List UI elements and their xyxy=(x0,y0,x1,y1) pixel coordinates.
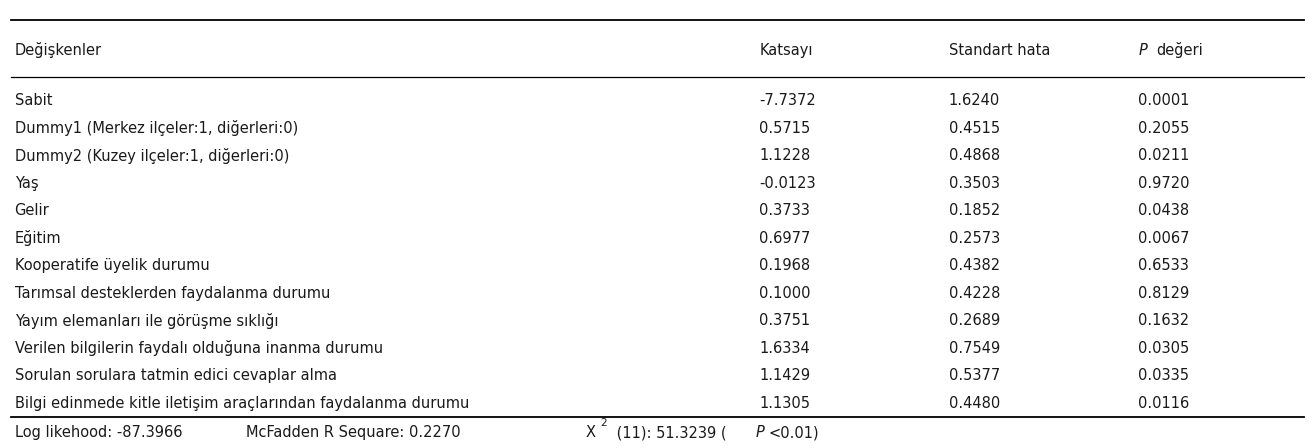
Text: 0.4868: 0.4868 xyxy=(949,148,999,164)
Text: 1.6334: 1.6334 xyxy=(760,341,810,356)
Text: Katsayı: Katsayı xyxy=(760,43,813,58)
Text: 0.3733: 0.3733 xyxy=(760,203,810,218)
Text: Log likehood: -87.3966: Log likehood: -87.3966 xyxy=(14,425,181,440)
Text: 0.5377: 0.5377 xyxy=(949,368,1001,383)
Text: Standart hata: Standart hata xyxy=(949,43,1051,58)
Text: 0.2573: 0.2573 xyxy=(949,231,1001,246)
Text: 0.3503: 0.3503 xyxy=(949,176,999,191)
Text: (11): 51.3239 (: (11): 51.3239 ( xyxy=(611,425,726,440)
Text: Dummy2 (Kuzey ilçeler:1, diğerleri:0): Dummy2 (Kuzey ilçeler:1, diğerleri:0) xyxy=(14,148,289,164)
Text: 1.6240: 1.6240 xyxy=(949,93,1001,108)
Text: Değişkenler: Değişkenler xyxy=(14,42,101,58)
Text: 0.0305: 0.0305 xyxy=(1139,341,1190,356)
Text: 0.6977: 0.6977 xyxy=(760,231,811,246)
Text: 0.4228: 0.4228 xyxy=(949,286,1001,301)
Text: X: X xyxy=(585,425,596,440)
Text: değeri: değeri xyxy=(1157,42,1203,58)
Text: 0.1852: 0.1852 xyxy=(949,203,1001,218)
Text: 0.4515: 0.4515 xyxy=(949,121,999,136)
Text: Kooperatife üyelik durumu: Kooperatife üyelik durumu xyxy=(14,258,209,273)
Text: 0.3751: 0.3751 xyxy=(760,313,810,328)
Text: 0.2055: 0.2055 xyxy=(1139,121,1190,136)
Text: Dummy1 (Merkez ilçeler:1, diğerleri:0): Dummy1 (Merkez ilçeler:1, diğerleri:0) xyxy=(14,121,299,136)
Text: 0.7549: 0.7549 xyxy=(949,341,1001,356)
Text: 0.4480: 0.4480 xyxy=(949,396,1001,411)
Text: 0.9720: 0.9720 xyxy=(1139,176,1190,191)
Text: P: P xyxy=(756,425,764,440)
Text: 0.0211: 0.0211 xyxy=(1139,148,1190,164)
Text: 0.1632: 0.1632 xyxy=(1139,313,1190,328)
Text: 0.0438: 0.0438 xyxy=(1139,203,1190,218)
Text: 0.0067: 0.0067 xyxy=(1139,231,1190,246)
Text: 2: 2 xyxy=(601,418,608,428)
Text: Tarımsal desteklerden faydalanma durumu: Tarımsal desteklerden faydalanma durumu xyxy=(14,286,330,301)
Text: Yayım elemanları ile görüşme sıklığı: Yayım elemanları ile görüşme sıklığı xyxy=(14,313,277,329)
Text: Sorulan sorulara tatmin edici cevaplar alma: Sorulan sorulara tatmin edici cevaplar a… xyxy=(14,368,337,383)
Text: 0.8129: 0.8129 xyxy=(1139,286,1190,301)
Text: <0.01): <0.01) xyxy=(768,425,819,440)
Text: Bilgi edinmede kitle iletişim araçlarından faydalanma durumu: Bilgi edinmede kitle iletişim araçlarınd… xyxy=(14,396,469,411)
Text: 0.0116: 0.0116 xyxy=(1139,396,1190,411)
Text: 1.1305: 1.1305 xyxy=(760,396,810,411)
Text: Eğitim: Eğitim xyxy=(14,230,62,246)
Text: P: P xyxy=(1139,43,1147,58)
Text: Verilen bilgilerin faydalı olduğuna inanma durumu: Verilen bilgilerin faydalı olduğuna inan… xyxy=(14,340,383,356)
Text: Gelir: Gelir xyxy=(14,203,50,218)
Text: 0.0001: 0.0001 xyxy=(1139,93,1190,108)
Text: -0.0123: -0.0123 xyxy=(760,176,817,191)
Text: 0.1968: 0.1968 xyxy=(760,258,810,273)
Text: 0.2689: 0.2689 xyxy=(949,313,1001,328)
Text: Sabit: Sabit xyxy=(14,93,53,108)
Text: 0.4382: 0.4382 xyxy=(949,258,999,273)
Text: 0.0335: 0.0335 xyxy=(1139,368,1189,383)
Text: 0.6533: 0.6533 xyxy=(1139,258,1189,273)
Text: -7.7372: -7.7372 xyxy=(760,93,817,108)
Text: 0.1000: 0.1000 xyxy=(760,286,811,301)
Text: McFadden R Sequare: 0.2270: McFadden R Sequare: 0.2270 xyxy=(246,425,460,440)
Text: 1.1429: 1.1429 xyxy=(760,368,810,383)
Text: 1.1228: 1.1228 xyxy=(760,148,810,164)
Text: 0.5715: 0.5715 xyxy=(760,121,810,136)
Text: Yaş: Yaş xyxy=(14,176,38,191)
